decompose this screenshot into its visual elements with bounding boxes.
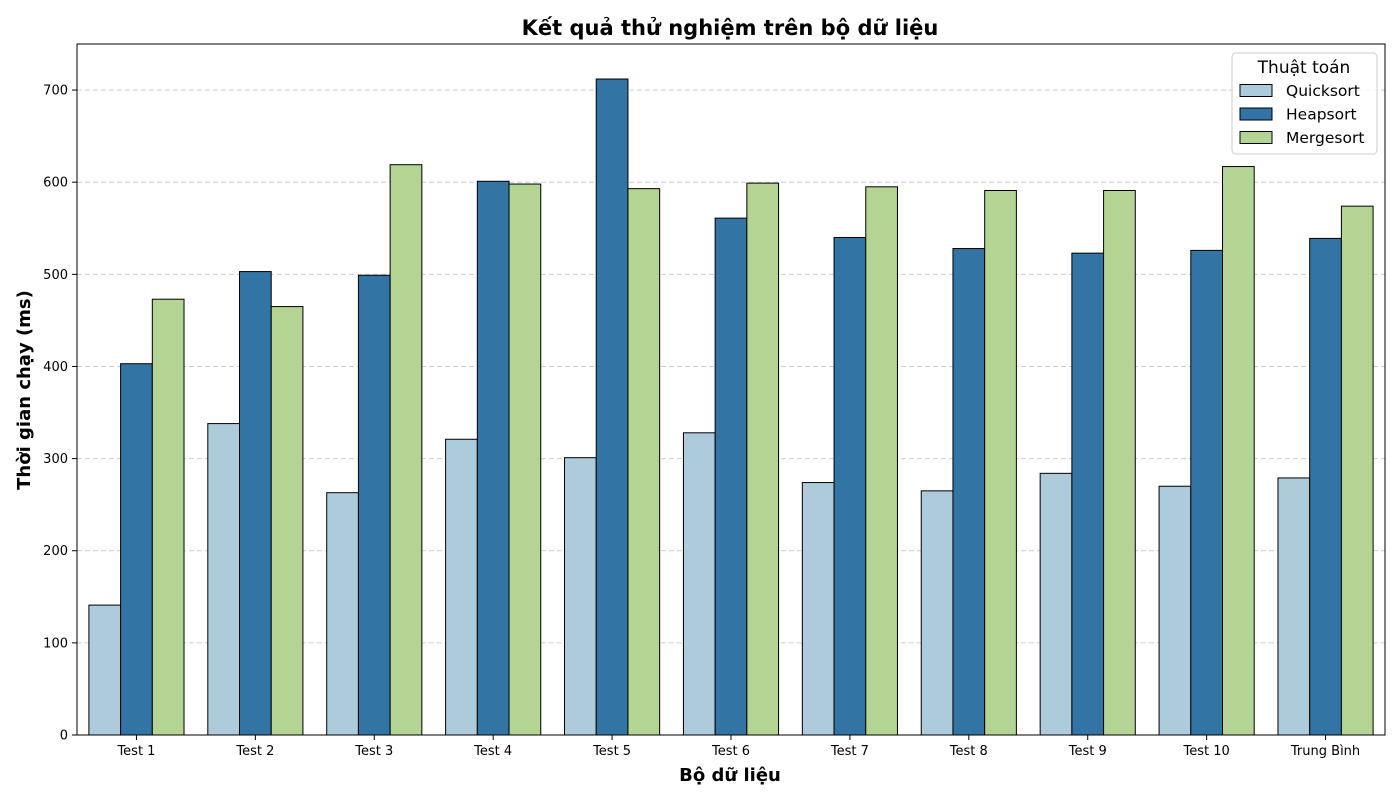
bar-heapsort-4	[476, 180, 510, 736]
legend: Thuật toán Quicksort Heapsort Mergesort	[1231, 52, 1378, 155]
y-tick-label: 300	[43, 452, 68, 467]
bar-mergesort-6	[746, 182, 780, 736]
bar-heapsort-2	[239, 271, 272, 736]
bar-quicksort-4	[445, 438, 478, 736]
bar-quicksort-8	[920, 490, 954, 736]
chart-title: Kết quả thử nghiệm trên bộ dữ liệu	[522, 16, 939, 40]
x-tick-label: Test 10	[1182, 744, 1229, 759]
x-tick-label: Test 9	[1068, 744, 1107, 759]
x-tick-label: Test 4	[473, 744, 512, 759]
legend-title: Thuật toán	[1257, 58, 1351, 78]
x-tick-label: Test 8	[949, 744, 988, 759]
y-tick-label: 500	[43, 268, 68, 283]
x-tick-label: Test 3	[354, 744, 393, 759]
bar-mergesort-8	[984, 189, 1017, 736]
bar-mergesort-11	[1340, 205, 1374, 736]
x-tick-label: Test 7	[830, 744, 869, 759]
bar-quicksort-9	[1039, 472, 1073, 736]
x-tick-label: Test 2	[235, 744, 274, 759]
x-tick-label: Test 6	[711, 744, 750, 759]
bar-mergesort-5	[627, 188, 661, 736]
legend-swatch-mergesort	[1239, 131, 1273, 144]
bar-mergesort-10	[1221, 166, 1255, 736]
y-tick-label: 400	[43, 360, 68, 375]
bar-heapsort-1	[120, 363, 153, 736]
bars	[88, 78, 1374, 736]
bar-heapsort-5	[595, 78, 629, 736]
bar-quicksort-3	[326, 492, 359, 736]
legend-swatch-heapsort	[1239, 107, 1273, 121]
bar-quicksort-5	[564, 457, 597, 736]
bar-quicksort-6	[682, 432, 716, 736]
x-tick-label: Test 1	[116, 744, 155, 759]
y-tick-label: 100	[43, 636, 68, 651]
x-tick-label: Test 5	[592, 744, 631, 759]
legend-box	[1231, 52, 1378, 155]
legend-swatch-quicksort	[1239, 84, 1273, 97]
bar-heapsort-9	[1071, 252, 1105, 736]
bar-mergesort-3	[389, 164, 423, 736]
bar-quicksort-2	[207, 423, 241, 736]
legend-label-quicksort: Quicksort	[1286, 82, 1360, 100]
bar-heapsort-8	[952, 248, 986, 736]
x-axis-label: Bộ dữ liệu	[679, 765, 781, 786]
x-tick-label: Trung Bình	[1290, 744, 1360, 759]
y-axis-label: Thời gian chạy (ms)	[14, 290, 35, 490]
bar-mergesort-4	[508, 183, 542, 736]
bar-heapsort-11	[1309, 237, 1342, 736]
bar-mergesort-2	[270, 306, 304, 736]
legend-label-heapsort: Heapsort	[1286, 106, 1357, 124]
bar-mergesort-1	[151, 298, 185, 736]
legend-label-mergesort: Mergesort	[1286, 129, 1364, 147]
bar-heapsort-7	[833, 236, 867, 736]
bar-heapsort-10	[1190, 249, 1223, 736]
bar-quicksort-1	[88, 604, 122, 736]
axes: 0 100 200 300 400 500 600 700 Test 1 Test 2 Test 3…	[43, 43, 1386, 759]
y-tick-label: 700	[43, 84, 68, 99]
y-tick-label: 600	[43, 176, 68, 191]
bar-heapsort-3	[357, 274, 391, 736]
bar-mergesort-7	[865, 186, 898, 736]
y-tick-label: 200	[43, 544, 68, 559]
bar-quicksort-7	[801, 482, 835, 736]
legend-items: Quicksort Heapsort Mergesort	[1239, 82, 1364, 147]
bar-mergesort-9	[1103, 189, 1136, 736]
bar-quicksort-10	[1158, 485, 1192, 736]
y-tick-label: 0	[60, 729, 68, 744]
bar-heapsort-6	[714, 217, 748, 736]
bar-quicksort-11	[1277, 477, 1311, 736]
